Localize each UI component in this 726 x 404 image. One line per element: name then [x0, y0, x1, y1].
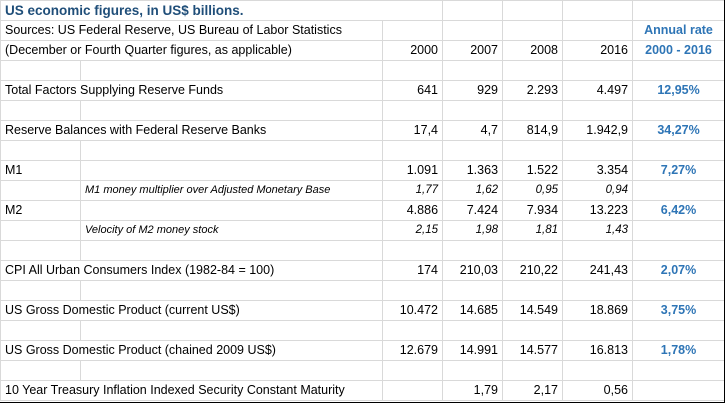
annual-rate-value: 3,75% [632, 300, 726, 321]
annual-rate-value: 12,95% [632, 80, 726, 101]
row-value: 3.354 [562, 160, 634, 181]
year-header: 2000 [382, 40, 444, 61]
row-value: 814,9 [502, 120, 564, 141]
row-value: 2,15 [382, 220, 444, 241]
row-value: 1,98 [442, 220, 504, 241]
annual-rate-value: 7,27% [632, 160, 726, 181]
row-value: 17,4 [382, 120, 444, 141]
row-value: 0,56 [562, 380, 634, 401]
row-value: 1,81 [502, 220, 564, 241]
year-header: 2016 [562, 40, 634, 61]
row-value: 1,43 [562, 220, 634, 241]
row-value: 1,77 [382, 180, 444, 201]
row-value: 241,43 [562, 260, 634, 281]
row-label: Total Factors Supplying Reserve Funds [0, 80, 384, 101]
row-value: 14.577 [502, 340, 564, 361]
year-header: 2008 [502, 40, 564, 61]
row-label: 10 Year Treasury Inflation Indexed Secur… [0, 380, 384, 401]
sources-text: Sources: US Federal Reserve, US Bureau o… [0, 20, 384, 41]
row-value: 7.934 [502, 200, 564, 221]
row-value: 1.522 [502, 160, 564, 181]
annual-rate-label: Annual rate [632, 20, 726, 41]
row-value: 1.363 [442, 160, 504, 181]
row-value [382, 380, 444, 401]
row-value: 1.091 [382, 160, 444, 181]
row-value: 1.942,9 [562, 120, 634, 141]
annual-rate-value: 6,42% [632, 200, 726, 221]
row-label: M1 [0, 160, 81, 181]
annual-rate-value: 2,07% [632, 260, 726, 281]
row-label: M1 money multiplier over Adjusted Moneta… [79, 180, 384, 201]
table-row: M2 4.886 7.424 7.934 13.223 6,42% [0, 200, 726, 221]
row-value: 2.293 [502, 80, 564, 101]
row-value: 14.685 [442, 300, 504, 321]
row-value: 641 [382, 80, 444, 101]
row-value: 12.679 [382, 340, 444, 361]
table-row: M1 money multiplier over Adjusted Moneta… [0, 180, 726, 201]
sources-row: Sources: US Federal Reserve, US Bureau o… [0, 20, 726, 41]
row-value: 18.869 [562, 300, 634, 321]
annual-rate-value: 34,27% [632, 120, 726, 141]
table-title: US economic figures, in US$ billions. [0, 0, 383, 21]
row-value: 16.813 [562, 340, 634, 361]
row-value: 10.472 [382, 300, 444, 321]
row-value: 13.223 [562, 200, 634, 221]
row-label: US Gross Domestic Product (chained 2009 … [0, 340, 384, 361]
row-value: 4.886 [382, 200, 444, 221]
row-value: 14.549 [502, 300, 564, 321]
note-text: (December or Fourth Quarter figures, as … [0, 40, 384, 61]
row-label: US Gross Domestic Product (current US$) [0, 300, 384, 321]
row-value: 210,22 [502, 260, 564, 281]
row-value: 929 [442, 80, 504, 101]
row-label: Reserve Balances with Federal Reserve Ba… [0, 120, 384, 141]
row-value: 174 [382, 260, 444, 281]
row-value: 14.991 [442, 340, 504, 361]
annual-rate-value: 1,78% [632, 340, 726, 361]
table-row: Total Factors Supplying Reserve Funds 64… [0, 80, 726, 101]
row-value: 2,17 [502, 380, 564, 401]
year-header: 2007 [442, 40, 504, 61]
row-value: 7.424 [442, 200, 504, 221]
table-row: Velocity of M2 money stock 2,15 1,98 1,8… [0, 220, 726, 241]
header-row: (December or Fourth Quarter figures, as … [0, 40, 726, 61]
title-row: US economic figures, in US$ billions. [0, 0, 726, 21]
row-value: 0,94 [562, 180, 634, 201]
row-value: 1,79 [442, 380, 504, 401]
row-value: 1,62 [442, 180, 504, 201]
table-row: US Gross Domestic Product (chained 2009 … [0, 340, 726, 361]
row-label: CPI All Urban Consumers Index (1982-84 =… [0, 260, 384, 281]
annual-rate-value [632, 380, 726, 401]
table-row: 10 Year Treasury Inflation Indexed Secur… [0, 380, 726, 401]
row-value: 0,95 [502, 180, 564, 201]
table-row: CPI All Urban Consumers Index (1982-84 =… [0, 260, 726, 281]
table-row: M1 1.091 1.363 1.522 3.354 7,27% [0, 160, 726, 181]
table-row: US Gross Domestic Product (current US$) … [0, 300, 726, 321]
row-value: 4.497 [562, 80, 634, 101]
row-value: 210,03 [442, 260, 504, 281]
row-label: M2 [0, 200, 81, 221]
row-label: Velocity of M2 money stock [79, 220, 384, 241]
row-value: 4,7 [442, 120, 504, 141]
table-row: Reserve Balances with Federal Reserve Ba… [0, 120, 726, 141]
annual-rate-range: 2000 - 2016 [632, 40, 726, 61]
